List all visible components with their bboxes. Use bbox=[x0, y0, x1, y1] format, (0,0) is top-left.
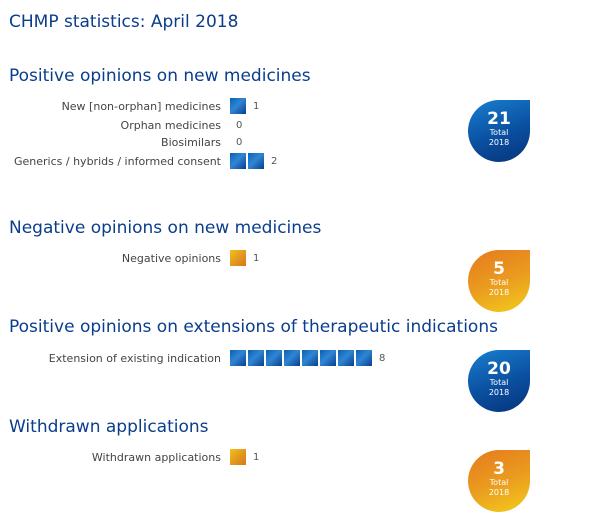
bar-unit bbox=[230, 98, 246, 114]
total-badge: 3 Total 2018 bbox=[468, 450, 530, 512]
total-year: 2018 bbox=[488, 288, 510, 297]
data-label: 2 bbox=[271, 156, 278, 167]
total-label: Total bbox=[489, 278, 509, 287]
section-title-extensions: Positive opinions on extensions of thera… bbox=[9, 317, 498, 337]
bar: 1 bbox=[230, 98, 259, 116]
bar-row: Extension of existing indication 8 bbox=[0, 350, 385, 368]
section-title-negative-opinions: Negative opinions on new medicines bbox=[9, 218, 322, 238]
data-label: 0 bbox=[236, 137, 243, 148]
bar: 1 bbox=[230, 449, 259, 467]
bar-label: Extension of existing indication bbox=[48, 352, 221, 365]
section-title-new-medicines: Positive opinions on new medicines bbox=[9, 66, 311, 86]
bar-row: New [non-orphan] medicines 1 bbox=[0, 98, 259, 116]
total-value: 5 bbox=[493, 259, 505, 279]
bar-unit bbox=[248, 350, 264, 366]
bar: 8 bbox=[230, 350, 385, 368]
data-label: 8 bbox=[379, 353, 386, 364]
bar: 0 bbox=[230, 117, 242, 135]
total-year: 2018 bbox=[488, 138, 510, 147]
bar-label: Biosimilars bbox=[161, 136, 221, 149]
total-badge: 21 Total 2018 bbox=[468, 100, 530, 162]
bar-unit bbox=[302, 350, 318, 366]
bar-unit bbox=[266, 350, 282, 366]
data-label: 1 bbox=[253, 253, 260, 264]
bar-label: Withdrawn applications bbox=[91, 451, 221, 464]
total-badge: 5 Total 2018 bbox=[468, 250, 530, 312]
bar-unit bbox=[284, 350, 300, 366]
total-label: Total bbox=[489, 378, 509, 387]
bar-label: New [non-orphan] medicines bbox=[61, 100, 221, 113]
bar-unit bbox=[230, 153, 246, 169]
total-badge: 20 Total 2018 bbox=[468, 350, 530, 412]
bar-row: Withdrawn applications 1 bbox=[0, 449, 259, 467]
bar-unit bbox=[320, 350, 336, 366]
data-label: 0 bbox=[236, 120, 243, 131]
data-label: 1 bbox=[253, 452, 260, 463]
bar-unit bbox=[230, 250, 246, 266]
bar-row: Orphan medicines 0 bbox=[0, 117, 243, 135]
total-value: 20 bbox=[487, 359, 511, 379]
bar-unit bbox=[230, 449, 246, 465]
total-label: Total bbox=[489, 478, 509, 487]
page-title: CHMP statistics: April 2018 bbox=[9, 12, 239, 32]
bar-label: Generics / hybrids / informed consent bbox=[14, 155, 221, 168]
bar-unit bbox=[230, 350, 246, 366]
total-year: 2018 bbox=[488, 388, 510, 397]
bar: 1 bbox=[230, 250, 259, 268]
bar-row: Biosimilars 0 bbox=[0, 134, 242, 152]
bar-unit bbox=[248, 153, 264, 169]
total-value: 3 bbox=[493, 459, 505, 479]
bar-unit bbox=[356, 350, 372, 366]
data-label: 1 bbox=[253, 101, 260, 112]
bar-row: Generics / hybrids / informed consent 2 bbox=[0, 153, 277, 171]
total-label: Total bbox=[489, 128, 509, 137]
bar-label: Negative opinions bbox=[121, 252, 221, 265]
bar-label: Orphan medicines bbox=[120, 119, 221, 132]
bar-unit bbox=[338, 350, 354, 366]
section-title-withdrawn: Withdrawn applications bbox=[9, 417, 209, 437]
total-year: 2018 bbox=[488, 488, 510, 497]
bar: 0 bbox=[230, 134, 242, 152]
total-value: 21 bbox=[487, 109, 511, 129]
bar-row: Negative opinions 1 bbox=[0, 250, 259, 268]
bar: 2 bbox=[230, 153, 277, 171]
